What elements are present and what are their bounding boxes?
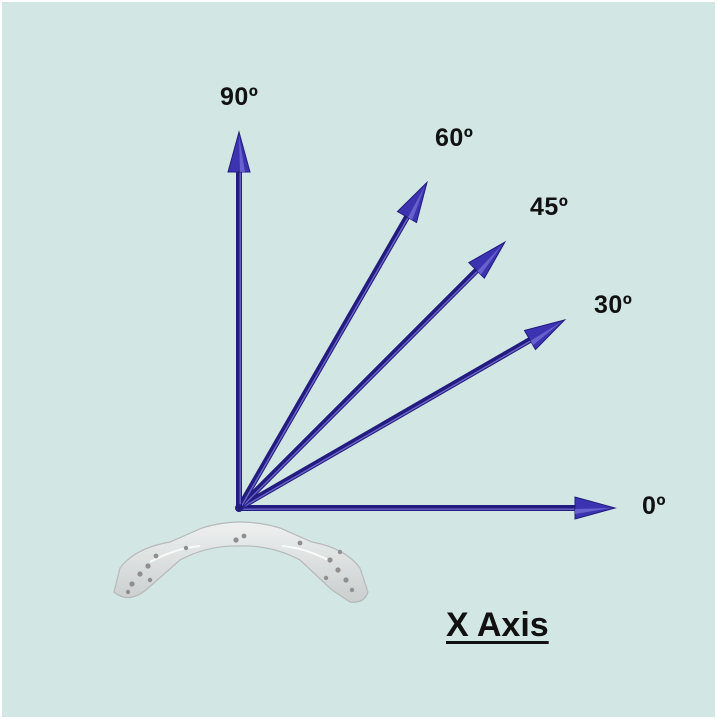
arrow-30-deg bbox=[236, 319, 567, 511]
arrow-shaft-highlight bbox=[239, 270, 478, 510]
angle-label-30: 30º bbox=[594, 291, 633, 319]
arrow-shaft-highlight bbox=[239, 340, 531, 510]
angle-label-0: 0º bbox=[642, 492, 667, 520]
origin-point bbox=[235, 504, 243, 512]
arrow-shaft bbox=[236, 337, 533, 511]
arrow-90-deg bbox=[227, 130, 251, 511]
arrow-head-highlight bbox=[477, 244, 503, 275]
arrow-head bbox=[227, 130, 251, 173]
arrow-head-highlight bbox=[407, 185, 425, 221]
arrow-head bbox=[574, 496, 617, 520]
angle-label-60: 60º bbox=[435, 124, 474, 152]
arrow-60-deg bbox=[236, 180, 428, 511]
arrow-head bbox=[396, 180, 428, 224]
x-axis-caption: X Axis bbox=[446, 606, 549, 644]
arrow-head-highlight bbox=[239, 136, 245, 172]
angle-label-90: 90º bbox=[220, 83, 259, 111]
arrow-head-highlight bbox=[575, 508, 611, 514]
arrow-head-highlight bbox=[530, 322, 562, 346]
arrow-shaft bbox=[236, 214, 410, 511]
bracket-icon bbox=[113, 521, 369, 603]
arrow-shaft bbox=[236, 267, 480, 511]
arrow-shaft-highlight bbox=[239, 217, 409, 509]
arrow-45-deg bbox=[236, 240, 507, 511]
angle-label-45: 45º bbox=[530, 193, 569, 221]
arrow-group bbox=[227, 130, 617, 520]
arrow-0-deg bbox=[236, 496, 617, 520]
arrow-head bbox=[467, 240, 507, 280]
